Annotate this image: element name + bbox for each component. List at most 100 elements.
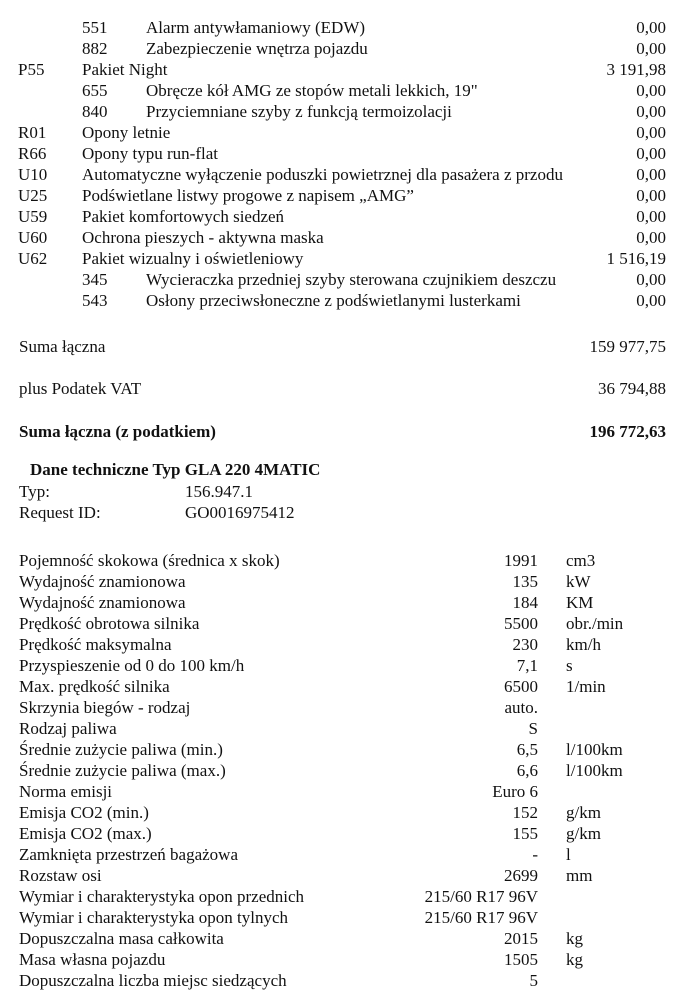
option-amount: 0,00 bbox=[636, 270, 666, 289]
tech-unit: g/km bbox=[566, 803, 601, 822]
tech-row: Rozstaw osi 2699 mm bbox=[0, 865, 684, 886]
option-description: Pakiet komfortowych siedzeń bbox=[82, 207, 285, 226]
tech-value: 6500 bbox=[504, 677, 538, 696]
option-row: R66 Opony typu run-flat 0,00 bbox=[0, 143, 684, 164]
tech-unit: l/100km bbox=[566, 740, 623, 759]
tech-label: Rodzaj paliwa bbox=[19, 719, 117, 738]
tech-row: Wymiar i charakterystyka opon tylnych 215… bbox=[0, 907, 684, 928]
tech-unit: l bbox=[566, 845, 571, 864]
option-description: Przyciemniane szyby z funkcją termoizola… bbox=[146, 102, 452, 121]
option-code: U62 bbox=[18, 249, 48, 268]
tech-title-row: Dane techniczne Typ GLA 220 4MATIC bbox=[0, 459, 684, 480]
tech-label: Emisja CO2 (max.) bbox=[19, 824, 152, 843]
option-subcode: 840 bbox=[82, 102, 108, 121]
option-description: Zabezpieczenie wnętrza pojazdu bbox=[146, 39, 368, 58]
tech-label: Wymiar i charakterystyka opon przednich bbox=[19, 887, 305, 906]
option-description: Automatyczne wyłączenie poduszki powietr… bbox=[82, 165, 563, 184]
tech-label: Norma emisji bbox=[19, 782, 113, 801]
request-row: Request ID: GO0016975412 bbox=[0, 502, 684, 523]
tech-unit: kg bbox=[566, 929, 583, 948]
tech-label: Wydajność znamionowa bbox=[19, 572, 186, 591]
option-description: Obręcze kół AMG ze stopów metali lekkich… bbox=[146, 81, 478, 100]
tech-label: Wydajność znamionowa bbox=[19, 593, 186, 612]
tech-label: Prędkość maksymalna bbox=[19, 635, 172, 654]
option-code: R01 bbox=[18, 123, 47, 142]
option-code: U59 bbox=[18, 207, 48, 226]
option-row: P55 Pakiet Night 3 191,98 bbox=[0, 59, 684, 80]
option-row: U59 Pakiet komfortowych siedzeń 0,00 bbox=[0, 206, 684, 227]
vat-row: plus Podatek VAT 36 794,88 bbox=[0, 378, 684, 399]
tech-unit: cm3 bbox=[566, 551, 596, 570]
tech-value: S bbox=[528, 719, 538, 738]
option-description: Osłony przeciwsłoneczne z podświetlanymi… bbox=[146, 291, 521, 310]
option-row: 543 Osłony przeciwsłoneczne z podświetlan… bbox=[0, 290, 684, 311]
option-code: U10 bbox=[18, 165, 48, 184]
tech-label: Dopuszczalna masa całkowita bbox=[19, 929, 224, 948]
option-description: Opony typu run-flat bbox=[82, 144, 218, 163]
option-subcode: 882 bbox=[82, 39, 108, 58]
tech-label: Wymiar i charakterystyka opon tylnych bbox=[19, 908, 289, 927]
option-amount: 0,00 bbox=[636, 102, 666, 121]
tech-value: 215/60 R17 96V bbox=[424, 908, 538, 927]
tech-value: 5 bbox=[529, 971, 539, 990]
option-amount: 3 191,98 bbox=[606, 60, 667, 79]
tech-label: Rozstaw osi bbox=[19, 866, 102, 885]
type-label: Typ: bbox=[19, 482, 50, 501]
option-amount: 0,00 bbox=[636, 144, 666, 163]
tech-value: 2699 bbox=[504, 866, 538, 885]
tech-label: Skrzynia biegów - rodzaj bbox=[19, 698, 191, 717]
option-amount: 0,00 bbox=[636, 18, 666, 37]
option-row: 882 Zabezpieczenie wnętrza pojazdu 0,00 bbox=[0, 38, 684, 59]
option-amount: 0,00 bbox=[636, 186, 666, 205]
tech-row: Rodzaj paliwa S bbox=[0, 718, 684, 739]
tech-value: 155 bbox=[512, 824, 539, 843]
option-row: U62 Pakiet wizualny i oświetleniowy 1 516,… bbox=[0, 248, 684, 269]
option-amount: 1 516,19 bbox=[606, 249, 667, 268]
tech-value: 1505 bbox=[504, 950, 538, 969]
option-description: Wycieraczka przedniej szyby sterowana cz… bbox=[146, 270, 557, 289]
option-row: R01 Opony letnie 0,00 bbox=[0, 122, 684, 143]
tech-row: Max. prędkość silnika 6500 1/min bbox=[0, 676, 684, 697]
tech-row: Skrzynia biegów - rodzaj auto. bbox=[0, 697, 684, 718]
tech-value: Euro 6 bbox=[492, 782, 538, 801]
tech-value: 184 bbox=[512, 593, 539, 612]
option-code: U60 bbox=[18, 228, 48, 247]
tech-value: 230 bbox=[512, 635, 539, 654]
total-gross-value: 196 772,63 bbox=[589, 422, 667, 441]
tech-unit: l/100km bbox=[566, 761, 623, 780]
tech-value: 5500 bbox=[504, 614, 538, 633]
tech-row: Przyspieszenie od 0 do 100 km/h 7,1 s bbox=[0, 655, 684, 676]
option-code: P55 bbox=[18, 60, 45, 79]
tech-value: auto. bbox=[504, 698, 538, 717]
tech-row: Prędkość maksymalna 230 km/h bbox=[0, 634, 684, 655]
tech-unit: obr./min bbox=[566, 614, 624, 633]
option-description: Pakiet Night bbox=[82, 60, 168, 79]
option-row: 840 Przyciemniane szyby z funkcją termoiz… bbox=[0, 101, 684, 122]
tech-row: Średnie zużycie paliwa (max.) 6,6 l/100km bbox=[0, 760, 684, 781]
tech-label: Dopuszczalna liczba miejsc siedzących bbox=[19, 971, 287, 990]
option-amount: 0,00 bbox=[636, 207, 666, 226]
tech-row: Masa własna pojazdu 1505 kg bbox=[0, 949, 684, 970]
option-amount: 0,00 bbox=[636, 291, 666, 310]
option-description: Alarm antywłamaniowy (EDW) bbox=[146, 18, 366, 37]
tech-label: Prędkość obrotowa silnika bbox=[19, 614, 200, 633]
tech-label: Pojemność skokowa (średnica x skok) bbox=[19, 551, 280, 570]
option-row: U60 Ochrona pieszych - aktywna maska 0,00 bbox=[0, 227, 684, 248]
option-subcode: 551 bbox=[82, 18, 108, 37]
tech-label: Max. prędkość silnika bbox=[19, 677, 170, 696]
tech-value: 2015 bbox=[504, 929, 538, 948]
tech-value: 6,5 bbox=[516, 740, 538, 759]
total-gross-row: Suma łączna (z podatkiem) 196 772,63 bbox=[0, 421, 684, 442]
tech-unit: 1/min bbox=[566, 677, 606, 696]
tech-label: Zamknięta przestrzeń bagażowa bbox=[19, 845, 238, 864]
tech-unit: kW bbox=[566, 572, 591, 591]
option-subcode: 543 bbox=[82, 291, 108, 310]
option-subcode: 655 bbox=[82, 81, 108, 100]
tech-unit: s bbox=[566, 656, 573, 675]
tech-unit: g/km bbox=[566, 824, 601, 843]
type-row: Typ: 156.947.1 bbox=[0, 481, 684, 502]
option-row: U10 Automatyczne wyłączenie poduszki powi… bbox=[0, 164, 684, 185]
tech-value: - bbox=[532, 845, 538, 864]
tech-row: Wymiar i charakterystyka opon przednich 2… bbox=[0, 886, 684, 907]
tech-unit: kg bbox=[566, 950, 583, 969]
